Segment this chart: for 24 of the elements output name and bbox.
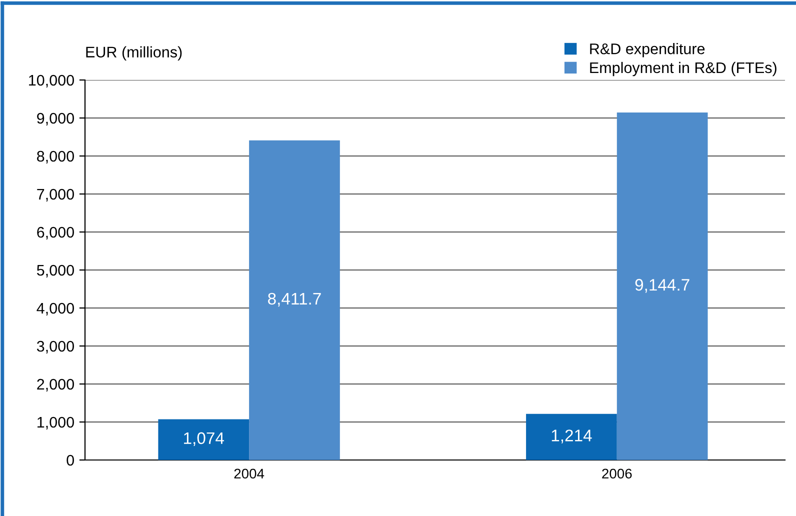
x-tick-label: 2004 bbox=[234, 468, 264, 479]
y-axis-title: EUR (millions) bbox=[86, 46, 182, 61]
data-label: 8,411.7 bbox=[268, 292, 321, 307]
bar bbox=[249, 140, 340, 460]
legend-label: Employment in R&D (FTEs) bbox=[590, 62, 776, 76]
bar bbox=[616, 112, 708, 460]
y-tick-label: 1,000 bbox=[38, 416, 74, 430]
x-tick-label: 2006 bbox=[602, 468, 632, 479]
y-tick-label: 2,000 bbox=[37, 378, 74, 392]
bar bbox=[526, 414, 617, 460]
y-tick-label: 10,000 bbox=[29, 74, 74, 88]
y-tick-label: 8,000 bbox=[37, 150, 74, 164]
y-tick-label: 5,000 bbox=[36, 264, 74, 278]
y-tick-label: 7,000 bbox=[37, 188, 74, 202]
data-label: 1,214 bbox=[552, 430, 592, 444]
y-tick-label: 0 bbox=[66, 454, 74, 466]
bar bbox=[158, 419, 250, 460]
data-label: 1,074 bbox=[184, 432, 224, 446]
y-tick-label: 9,000 bbox=[37, 112, 74, 126]
data-label: 9,144.7 bbox=[635, 278, 690, 293]
y-tick-label: 3,000 bbox=[36, 340, 74, 354]
y-tick-label: 4,000 bbox=[36, 302, 74, 316]
legend-label: R&D expenditure bbox=[590, 43, 705, 58]
y-tick-label: 6,000 bbox=[37, 226, 74, 240]
